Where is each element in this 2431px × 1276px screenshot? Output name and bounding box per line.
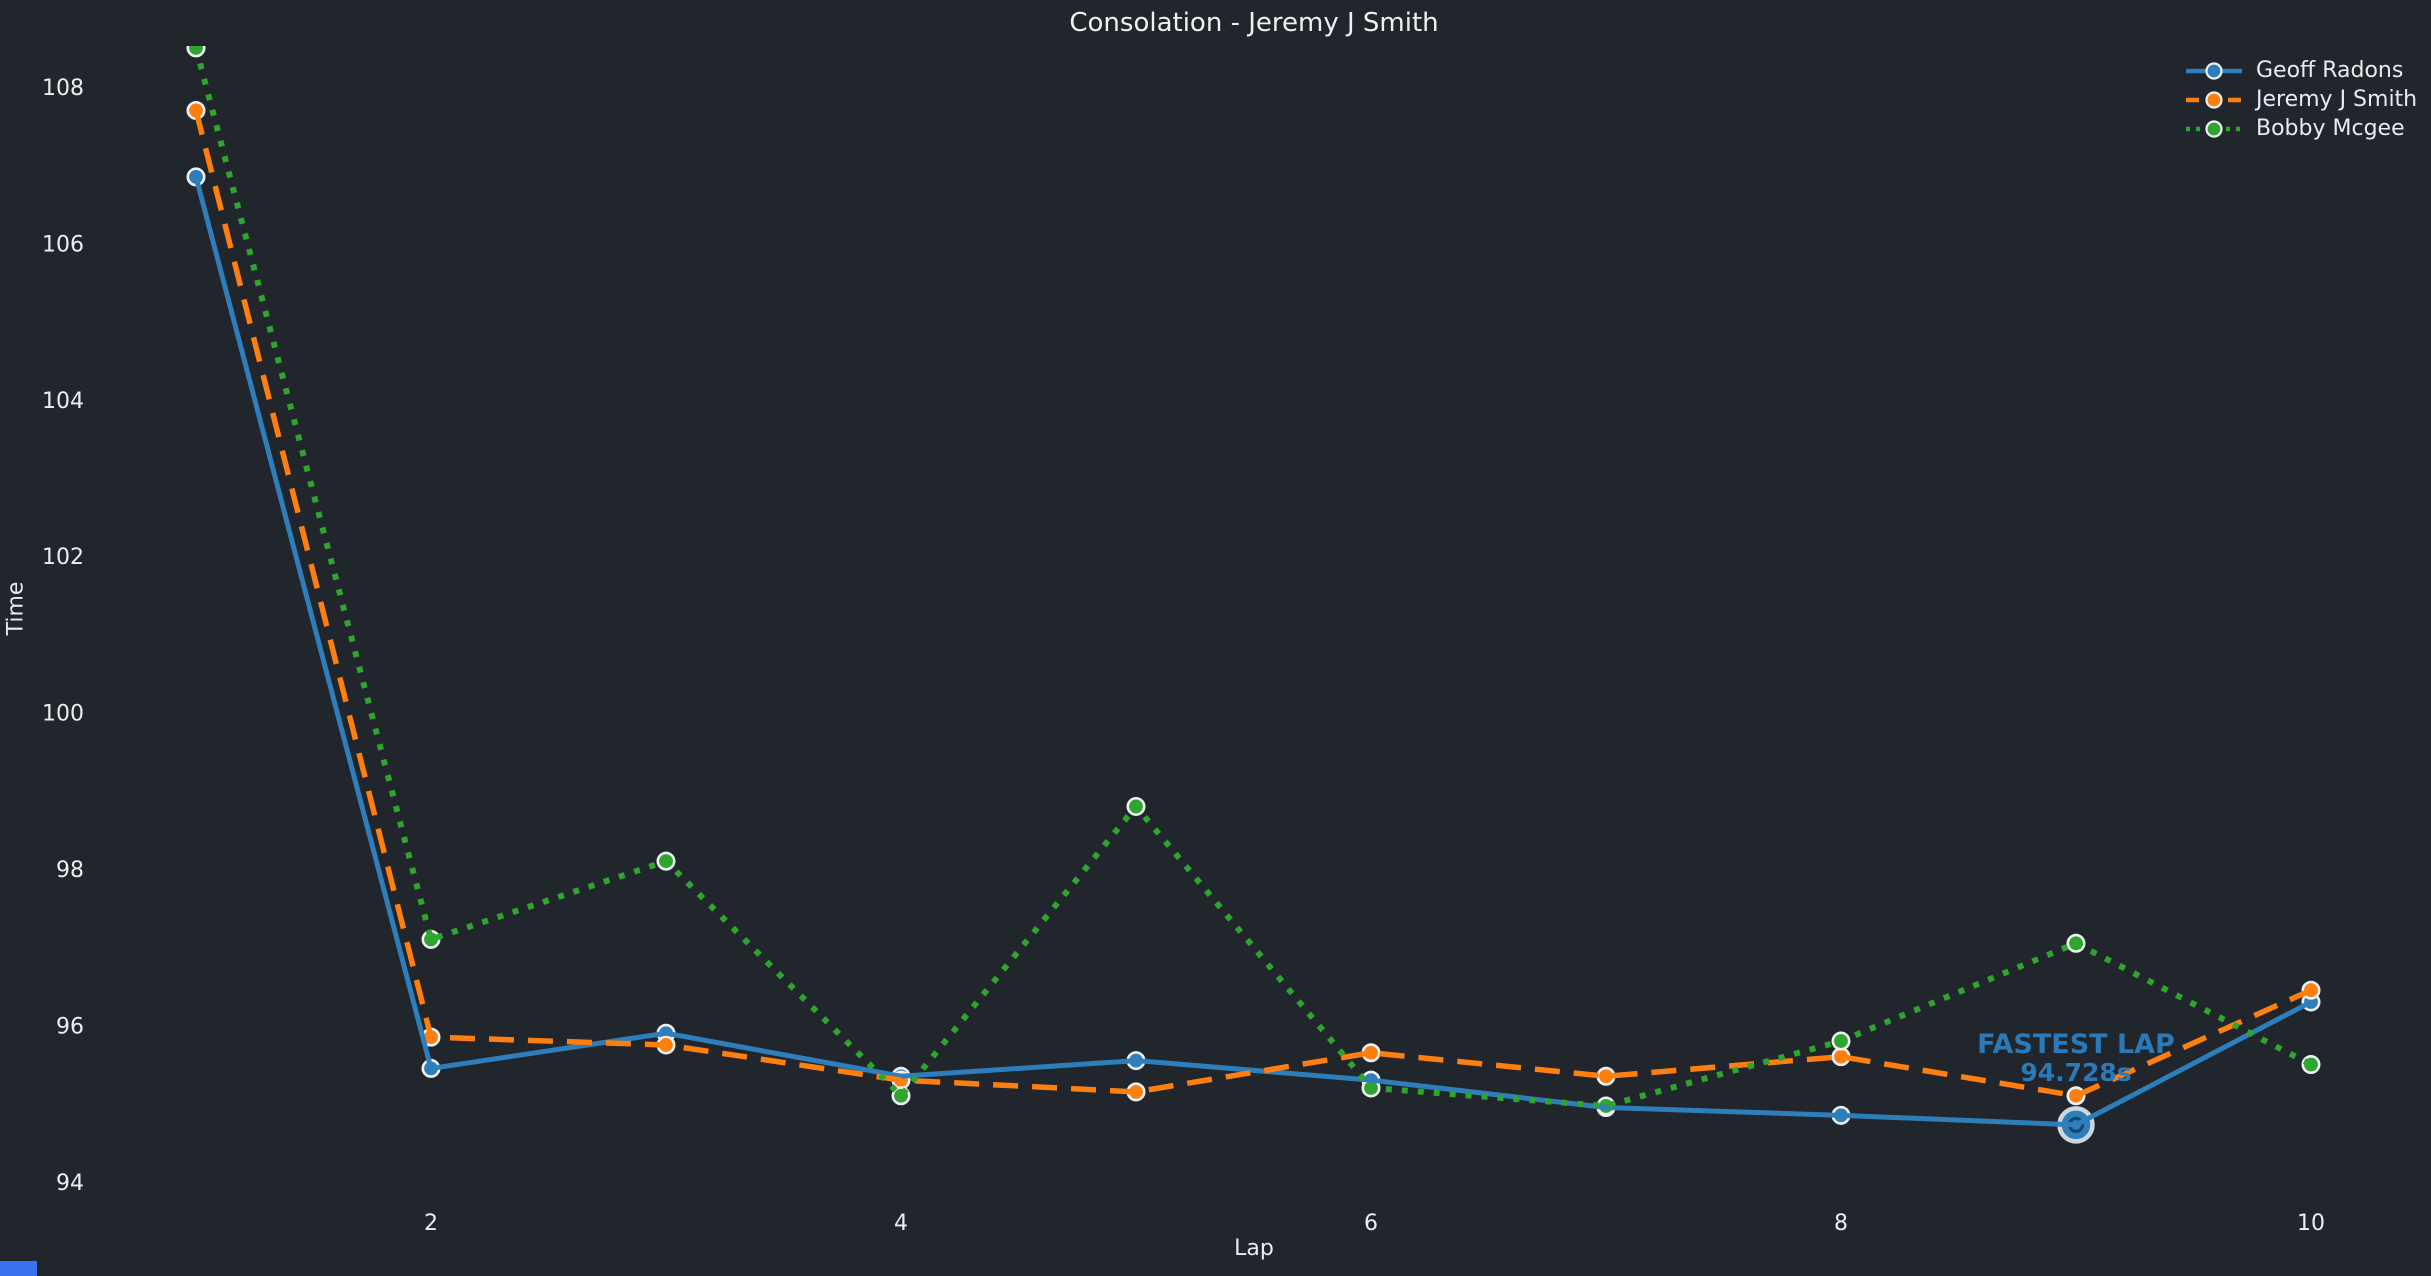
fastest-lap-annotation-value: 94.728s bbox=[2020, 1058, 2132, 1087]
y-tick-label: 94 bbox=[56, 1171, 84, 1196]
fastest-lap-annotation: FASTEST LAP 94.728s bbox=[1977, 1030, 2175, 1086]
legend-label: Jeremy J Smith bbox=[2256, 87, 2418, 112]
series-line-dotted bbox=[193, 47, 2313, 1109]
bottom-left-corner-marker bbox=[0, 1261, 37, 1276]
x-tick-label: 4 bbox=[894, 1211, 908, 1236]
y-axis-label: Time bbox=[3, 581, 29, 636]
legend-marker-icon bbox=[2205, 61, 2223, 80]
legend-item: Jeremy J Smith bbox=[2184, 85, 2417, 114]
legend-marker-icon bbox=[2205, 119, 2223, 138]
y-tick-label: 108 bbox=[42, 76, 84, 101]
chart-title: Consolation - Jeremy J Smith bbox=[1069, 8, 1439, 38]
x-tick-label: 6 bbox=[1364, 1211, 1378, 1236]
fastest-lap-annotation-title: FASTEST LAP bbox=[1977, 1029, 2175, 1060]
y-tick-label: 98 bbox=[56, 858, 84, 883]
legend-label: Geoff Radons bbox=[2256, 58, 2404, 83]
legend-line-sample bbox=[2186, 90, 2242, 109]
legend-line-sample bbox=[2186, 61, 2242, 80]
series-group bbox=[186, 46, 2321, 1144]
legend-label: Bobby Mcgee bbox=[2256, 116, 2405, 141]
legend-item: Bobby Mcgee bbox=[2184, 114, 2417, 143]
legend-marker-icon bbox=[2205, 90, 2223, 109]
y-tick-label: 100 bbox=[42, 702, 84, 727]
y-tick-label: 102 bbox=[42, 545, 84, 570]
y-tick-label: 106 bbox=[42, 232, 84, 257]
x-tick-label: 10 bbox=[2297, 1211, 2325, 1236]
series-line-solid bbox=[193, 176, 2313, 1128]
data-point-marker bbox=[1596, 1066, 1616, 1086]
x-axis-label: Lap bbox=[1234, 1236, 1274, 1261]
legend-item: Geoff Radons bbox=[2184, 56, 2417, 85]
x-tick-label: 2 bbox=[424, 1211, 438, 1236]
series-line-dashed bbox=[193, 109, 2313, 1099]
y-tick-label: 96 bbox=[56, 1014, 84, 1039]
legend-line-sample bbox=[2186, 119, 2242, 138]
x-tick-label: 8 bbox=[1834, 1211, 1848, 1236]
legend: Geoff Radons Jeremy J Smith Bobby Mcgee bbox=[2184, 56, 2417, 143]
y-tick-label: 104 bbox=[42, 389, 84, 414]
